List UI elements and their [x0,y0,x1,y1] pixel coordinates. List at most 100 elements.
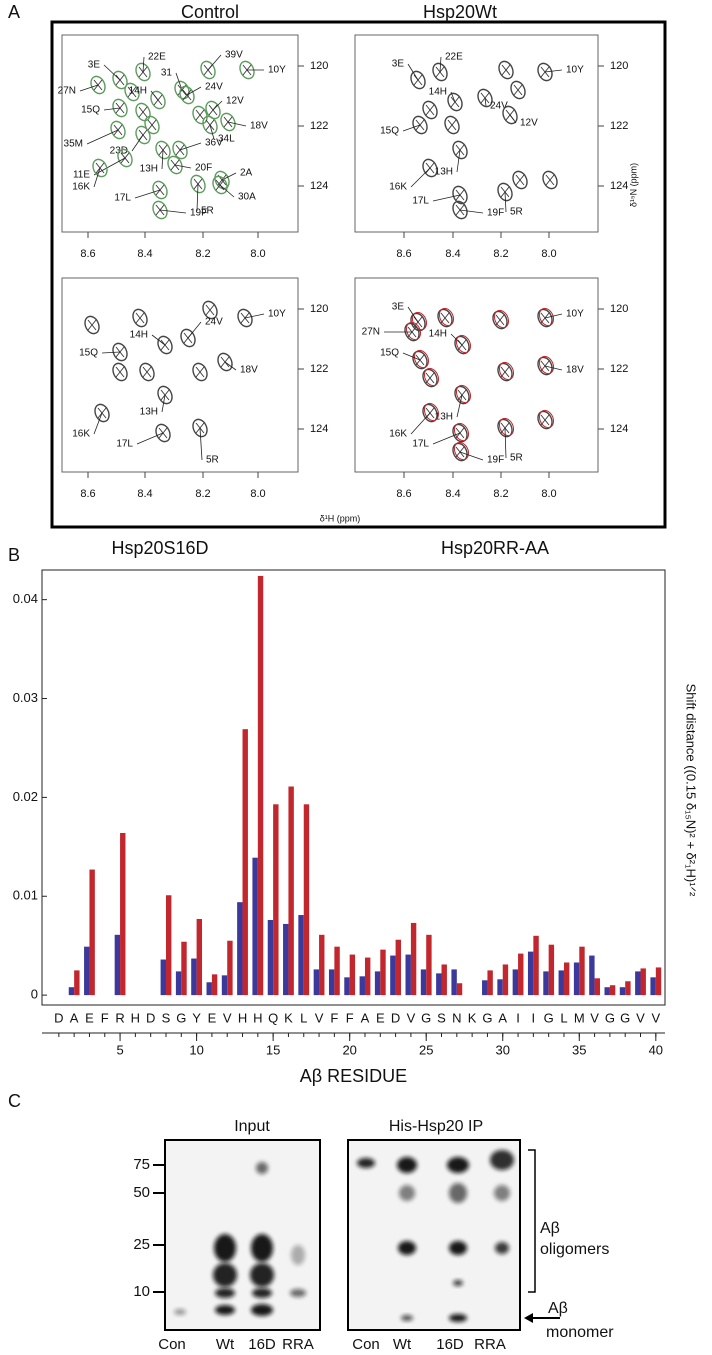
residue-label: E [376,1010,385,1025]
y-tick-label: 124 [310,180,328,192]
peak-label: 36V [205,138,223,149]
peak-label: 34L [218,134,235,145]
peak [112,362,128,382]
peak-overlay [453,422,470,442]
leader-line [212,100,223,111]
bar [74,970,80,996]
gel-title: His-Hsp20 IP [389,1118,483,1135]
x-tick-label: 5 [116,1042,123,1057]
bar [589,955,595,996]
peak-cross [205,304,215,316]
peak [452,140,468,160]
bar [227,940,233,996]
y-axis-label: Shift distance ((0.15 δ₁₅N)² + δ²₁H)¹ᐟ² [684,684,699,897]
bar [273,804,279,996]
x-tick-label: 15 [266,1042,280,1057]
marker-label: 75 [133,1156,150,1173]
peak-cross [501,64,511,76]
bar [625,981,631,996]
x-tick-label: 8.6 [396,248,411,260]
spectrum-title: Hsp20Wt [423,2,497,22]
bar [441,964,447,996]
peak-label: 3E [88,60,101,71]
peak [202,300,218,320]
leader-line [161,149,164,170]
leader-line [459,451,484,461]
peak-overlay [438,307,455,327]
leader-line [103,107,121,111]
leader-line [456,394,463,418]
peak [152,180,168,200]
bar [206,982,212,996]
peak-overlay [455,384,472,404]
x-tick-label: 8.2 [195,248,210,260]
peak [139,362,155,382]
spectrum-frame [61,277,299,473]
peak-label: 17L [412,196,429,207]
peak [190,174,206,194]
residue-label: G [620,1010,630,1025]
peak [217,352,233,372]
residue-label: Q [268,1010,278,1025]
peak-label: 2A [240,168,253,179]
residue-label: S [437,1010,446,1025]
peak-label: 14H [130,330,148,341]
leader-line [150,90,159,101]
spectrum-title: Hsp20RR-AA [441,538,549,558]
residue-label: L [300,1010,307,1025]
peak-label: 18V [250,121,268,132]
peak-cross [513,84,523,96]
spectrum-frame [354,277,599,473]
peak-overlay [455,334,472,354]
peak-label: 15Q [380,348,399,359]
bar [374,971,381,996]
peak-cross [195,109,205,121]
oligomer-label: oligomers [540,1241,609,1258]
peak-overlay [413,349,430,369]
bar [405,954,411,996]
peak-label: 15Q [79,348,98,359]
bar [120,832,126,996]
bar [191,958,197,996]
peak-cross [425,104,435,116]
peak-label: 17L [116,439,133,450]
bar [563,962,570,996]
residue-label: V [223,1010,232,1025]
leader-line [136,432,164,445]
panel-label: B [8,545,20,565]
bar [497,979,503,996]
peak-label: 12V [520,118,538,129]
peak-label: 18V [566,365,584,376]
bar [165,895,172,996]
peak-label: 24V [205,82,223,93]
residue-label: V [590,1010,599,1025]
marker-label: 25 [133,1236,150,1253]
peak [112,342,128,362]
residue-label: G [544,1010,554,1025]
peak-overlay [498,417,515,437]
leader-line [179,142,202,151]
x-tick-label: 8.0 [250,488,265,500]
bar [533,935,539,996]
leader-line [93,157,126,176]
leader-line [450,91,456,103]
bar [303,804,310,996]
peak [135,125,151,145]
bar [436,973,442,996]
peak-label: 15Q [380,126,399,137]
leader-line [459,209,484,214]
peak-cross [147,119,157,131]
residue-label: G [421,1010,431,1025]
leader-line [432,432,461,445]
peak-label: 24V [490,101,508,112]
y-tick-label: 120 [310,60,328,72]
peak [502,105,518,125]
peak [237,308,253,328]
gel-band [290,1289,306,1297]
leader-line [103,64,121,81]
gel-band [453,1280,463,1286]
peak [447,92,463,112]
peak [192,362,208,382]
peak-label: 19F [487,455,504,466]
